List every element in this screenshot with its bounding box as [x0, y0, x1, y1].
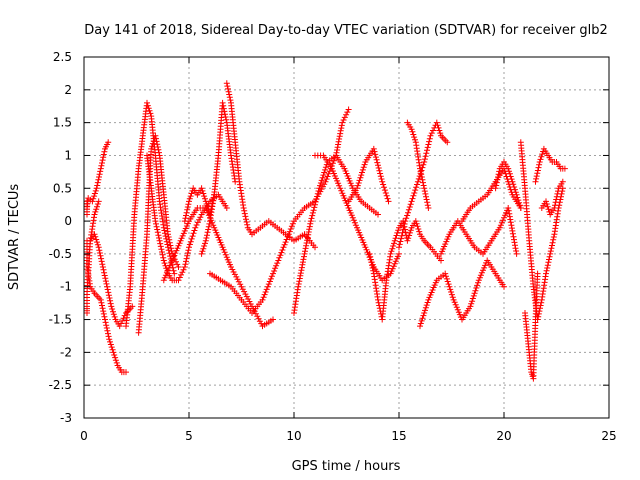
y-tick-label: -1	[60, 280, 72, 294]
series-arc-22	[492, 159, 524, 211]
axis-ticks: 0 5 10 15 20 25 -3 -2.5 -2 -1.5 -1 -0.5 0 0.5 1 1.5 2 2.5	[49, 50, 617, 443]
y-tick-label: -2.5	[49, 378, 72, 392]
y-tick-label: 2.5	[53, 50, 72, 64]
y-tick-label: 0.5	[53, 181, 72, 195]
plus-marker-path	[438, 205, 520, 257]
series-arc-11	[223, 80, 318, 251]
y-tick-label: -0.5	[49, 247, 72, 261]
series-arc-21	[459, 165, 524, 225]
plus-marker-path	[366, 218, 444, 323]
series-arc-7	[144, 152, 230, 284]
x-tick-label: 10	[286, 429, 301, 443]
plus-marker-path	[417, 257, 507, 330]
grid	[84, 57, 609, 418]
plus-marker-path	[291, 152, 381, 316]
plus-marker-path	[459, 165, 524, 225]
plus-marker-path	[223, 80, 318, 251]
x-tick-label: 0	[80, 429, 88, 443]
series-arc-4	[87, 231, 136, 330]
series-arc-8	[160, 205, 276, 330]
plot-frame	[83, 56, 610, 419]
series-arc-18	[404, 119, 432, 211]
y-tick-label: -3	[60, 411, 72, 425]
y-tick-label: -2	[60, 345, 72, 359]
data-marks	[84, 80, 568, 382]
series-arc-15	[345, 145, 392, 205]
series-arc-16	[366, 218, 444, 323]
series-arc-13	[291, 152, 381, 316]
plus-marker-path	[87, 231, 136, 330]
plus-marker-path	[492, 159, 524, 211]
plus-marker-path	[538, 178, 566, 218]
x-tick-label: 15	[391, 429, 406, 443]
series-arc-24	[522, 270, 541, 382]
x-axis-label: GPS time / hours	[292, 459, 401, 474]
chart-title: Day 141 of 2018, Sidereal Day-to-day VTE…	[84, 23, 608, 38]
plus-marker-path	[396, 119, 451, 251]
y-tick-label: -1.5	[49, 313, 72, 327]
y-tick-label: 1.5	[53, 116, 72, 130]
plus-marker-path	[144, 152, 230, 284]
series-arc-20	[438, 205, 520, 257]
y-tick-label: 0	[64, 214, 72, 228]
series-arc-25	[532, 145, 568, 185]
series-arc-1	[84, 139, 112, 218]
series-arc-26	[538, 178, 566, 218]
plus-marker-path	[404, 119, 432, 211]
x-tick-label: 20	[496, 429, 511, 443]
x-tick-label: 25	[601, 429, 616, 443]
plus-marker-path	[160, 205, 276, 330]
y-tick-label: 2	[64, 83, 72, 97]
series-arc-19	[417, 257, 507, 330]
plus-marker-path	[198, 99, 239, 257]
y-axis-label: SDTVAR / TECUs	[7, 184, 22, 291]
x-tick-label: 5	[185, 429, 193, 443]
plus-marker-path	[345, 145, 392, 205]
series-arc-10	[198, 99, 239, 257]
plus-marker-path	[532, 145, 568, 185]
plus-marker-path	[84, 139, 112, 218]
series-arc-17	[396, 119, 451, 251]
y-tick-label: 1	[64, 148, 72, 162]
plus-marker-path	[522, 270, 541, 382]
